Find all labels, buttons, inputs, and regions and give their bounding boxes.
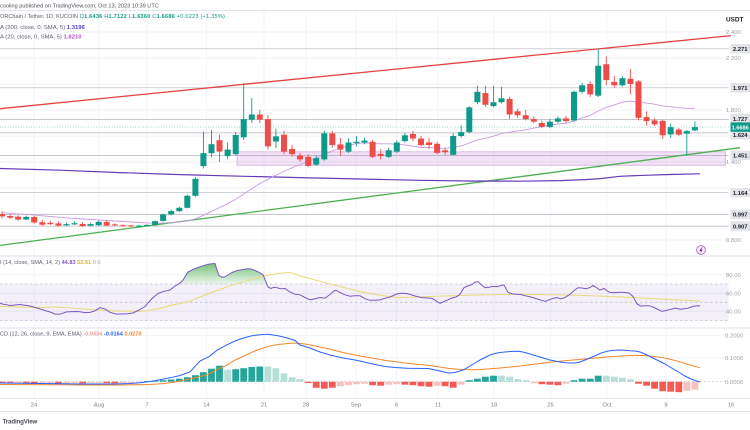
svg-text:18: 18 (491, 403, 498, 409)
svg-text:1.624: 1.624 (733, 133, 748, 139)
svg-text:Oct: Oct (602, 403, 612, 409)
svg-text:1.800: 1.800 (726, 108, 741, 114)
svg-text:2.200: 2.200 (726, 56, 741, 62)
svg-text:1.164: 1.164 (733, 191, 748, 197)
svg-text:0.1000: 0.1000 (725, 356, 744, 362)
svg-text:ORChain / Tether, 1D, KUCOIN O: ORChain / Tether, 1D, KUCOIN O1.6436 H1.… (0, 14, 225, 20)
svg-text:28: 28 (303, 403, 310, 409)
svg-text:24: 24 (31, 403, 38, 409)
svg-text:1.6686: 1.6686 (732, 125, 749, 131)
svg-text:16: 16 (728, 403, 735, 409)
svg-text:0.2000: 0.2000 (725, 334, 744, 340)
svg-text:40.00: 40.00 (726, 309, 741, 315)
svg-text:1.727: 1.727 (733, 117, 748, 123)
svg-text:1.971: 1.971 (733, 86, 748, 92)
svg-text:25: 25 (547, 403, 554, 409)
svg-text:14: 14 (203, 403, 210, 409)
svg-text:0.0000: 0.0000 (725, 380, 744, 386)
svg-text:0.997: 0.997 (733, 213, 748, 219)
svg-text:0.907: 0.907 (733, 224, 748, 230)
svg-text:A (20, close, 0, SMA, 5) 1.821: A (20, close, 0, SMA, 5) 1.8210 (0, 35, 82, 41)
svg-text:21: 21 (261, 403, 268, 409)
svg-text:CD (12, 26, close, 9, EMA, EMA: CD (12, 26, close, 9, EMA, EMA) -0.0434 … (0, 332, 142, 338)
svg-text:7: 7 (145, 403, 148, 409)
svg-text:0.800: 0.800 (726, 238, 741, 244)
svg-text:80.00: 80.00 (726, 273, 741, 279)
svg-text:Aug: Aug (94, 403, 104, 409)
svg-text:2.400: 2.400 (726, 30, 741, 36)
svg-text:USDT: USDT (726, 17, 743, 24)
svg-text:60.00: 60.00 (726, 292, 741, 298)
svg-text:A (200, close, 0, SMA, 5) 1.31: A (200, close, 0, SMA, 5) 1.3196 (0, 25, 86, 31)
svg-text:Sep: Sep (351, 403, 362, 409)
svg-text:TradingView: TradingView (3, 418, 38, 425)
svg-text:9: 9 (664, 403, 667, 409)
svg-text:6: 6 (395, 403, 399, 409)
svg-text:1.451: 1.451 (733, 154, 748, 160)
svg-text:11: 11 (435, 403, 441, 409)
svg-text:2.271: 2.271 (733, 47, 748, 53)
svg-text:1.400: 1.400 (726, 160, 741, 166)
svg-text:cooling published on TradingVi: cooling published on TradingView.com, Oc… (0, 4, 159, 10)
svg-text:I (14, close, SMA, 14, 2) 44.8: I (14, close, SMA, 14, 2) 44.83 52.51 0 … (0, 260, 100, 266)
